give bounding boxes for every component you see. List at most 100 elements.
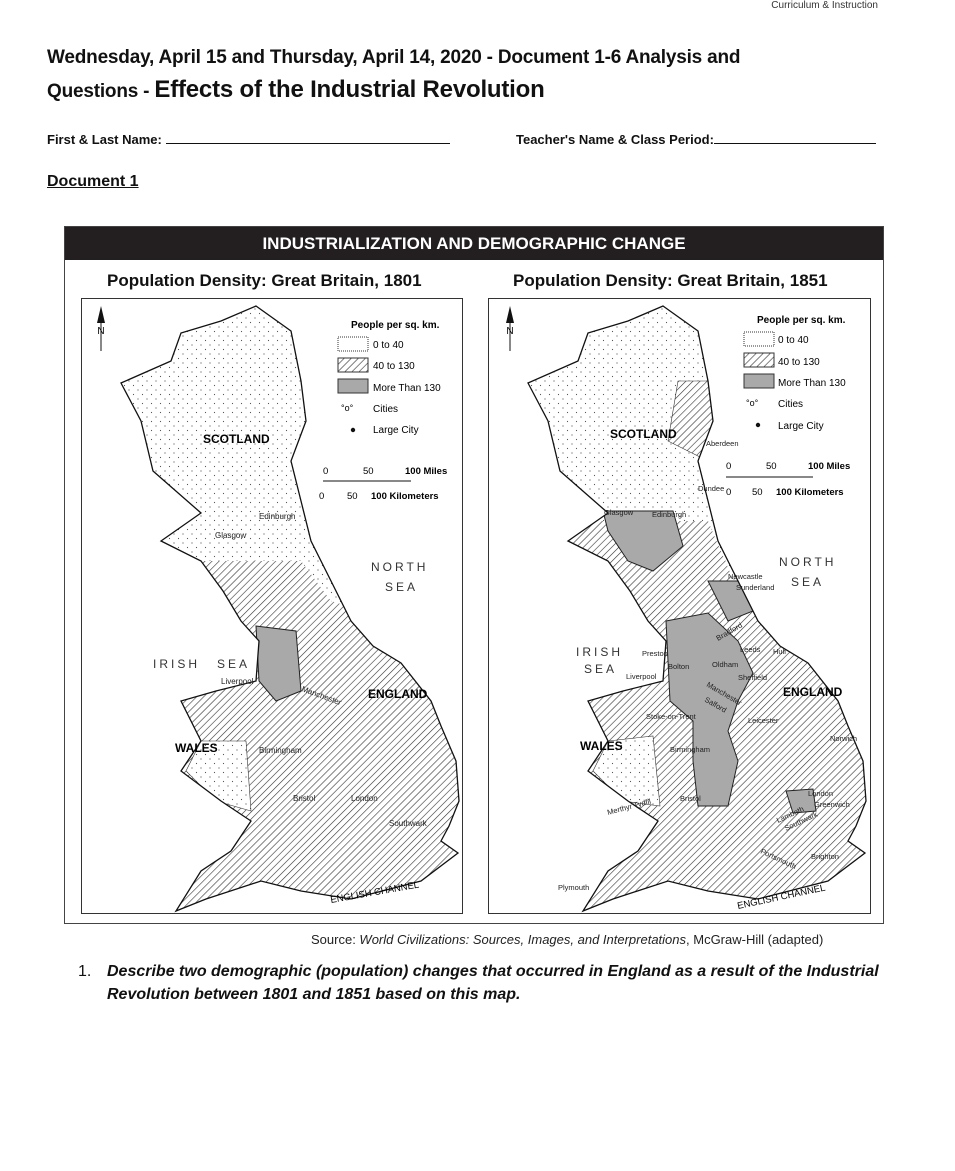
city-label: Glasgow (215, 531, 246, 540)
name-blank[interactable] (165, 131, 450, 144)
source-citation: Source: World Civilizations: Sources, Im… (311, 932, 824, 947)
label-scotland: SCOTLAND (610, 427, 677, 441)
city-label: Bristol (680, 794, 701, 803)
city-label: Leeds (740, 645, 761, 654)
label-north-sea: NORTH (779, 555, 836, 569)
svg-text:50: 50 (766, 461, 777, 472)
city-label: Stoke-on-Trent (646, 712, 697, 721)
label-irish-sea: IRISH (576, 645, 623, 659)
map-1851: N People per sq. km. 0 to 40 40 to 130 M… (488, 298, 871, 914)
svg-text:0 to 40: 0 to 40 (778, 335, 809, 346)
question-text: Describe two demographic (population) ch… (107, 963, 879, 1003)
label-scotland: SCOTLAND (203, 432, 270, 446)
city-label: Aberdeen (706, 439, 739, 448)
svg-text:100 Kilometers: 100 Kilometers (776, 487, 844, 498)
svg-text:0: 0 (323, 466, 328, 477)
city-label: Liverpool (626, 672, 657, 681)
page-title: Wednesday, April 15 and Thursday, April … (47, 42, 927, 108)
map-figure: INDUSTRIALIZATION AND DEMOGRAPHIC CHANGE… (64, 226, 884, 924)
legend-40-130: 40 to 130 (373, 361, 415, 372)
svg-text:40 to 130: 40 to 130 (778, 357, 820, 368)
city-label: Oldham (712, 660, 738, 669)
name-label: First & Last Name: (47, 132, 162, 147)
svg-text:50: 50 (752, 487, 763, 498)
city-label: Dundee (698, 484, 724, 493)
svg-text:50: 50 (363, 466, 374, 477)
city-label: Bristol (293, 794, 315, 803)
svg-text:SEA: SEA (791, 575, 824, 589)
city-label: Newcastle (728, 572, 763, 581)
cities-icon: °o° (341, 403, 354, 413)
label-england: ENGLAND (783, 685, 843, 699)
svg-text:N: N (506, 326, 513, 337)
svg-text:Large City: Large City (778, 421, 824, 432)
svg-text:0: 0 (726, 487, 731, 498)
city-label: Edinburgh (259, 512, 295, 521)
region-dense-glasgow (602, 510, 684, 572)
svg-text:100 Miles: 100 Miles (808, 461, 850, 472)
name-field[interactable]: First & Last Name: (47, 131, 450, 147)
legend-1851: People per sq. km. 0 to 40 40 to 130 Mor… (743, 315, 846, 432)
label-england: ENGLAND (368, 687, 428, 701)
city-label: Greenwich (814, 800, 850, 809)
city-label: Birmingham (259, 746, 302, 755)
svg-text:0: 0 (319, 491, 324, 502)
legend-large-city: Large City (373, 425, 419, 436)
city-label: Leicester (748, 716, 779, 725)
title-main: Effects of the Industrial Revolution (154, 76, 545, 103)
scale-bar-1801: 0 50 100 Miles 0 50 100 Kilometers (319, 466, 447, 502)
city-label: London (808, 789, 833, 798)
teacher-blank[interactable] (713, 131, 876, 144)
title-prefix: Questions - (47, 81, 155, 102)
city-label: Edinburgh (652, 510, 686, 519)
legend-cities: Cities (373, 404, 398, 415)
city-label: Preston (642, 649, 668, 658)
svg-text:More Than 130: More Than 130 (778, 378, 846, 389)
city-label: Norwich (830, 734, 857, 743)
svg-text:SEA: SEA (217, 657, 250, 671)
north-arrow: N (97, 306, 105, 351)
city-label: Glasgow (604, 508, 634, 517)
label-wales: WALES (580, 739, 623, 753)
city-label: Hull (773, 647, 786, 656)
svg-text:50: 50 (347, 491, 358, 502)
teacher-label: Teacher's Name & Class Period: (516, 132, 714, 147)
city-label: Bolton (668, 662, 689, 671)
region-dense-lancashire (255, 625, 302, 702)
legend-heading: People per sq. km. (351, 320, 440, 331)
north-arrow: N (506, 306, 514, 351)
city-label: Plymouth (558, 883, 589, 892)
city-label: Brighton (811, 852, 839, 861)
svg-text:Cities: Cities (778, 399, 803, 410)
region-dense-industrial (665, 612, 754, 807)
svg-text:100 Kilometers: 100 Kilometers (371, 491, 439, 502)
scale-bar-1851: 0 50 100 Miles 0 50 100 Kilometers (726, 461, 850, 498)
map-title-1851: Population Density: Great Britain, 1851 (513, 271, 828, 290)
svg-text:People per sq. km.: People per sq. km. (757, 315, 846, 326)
svg-text:100 Miles: 100 Miles (405, 466, 447, 477)
label-wales: WALES (175, 741, 218, 755)
svg-text:0: 0 (726, 461, 731, 472)
city-label: Birmingham (670, 745, 710, 754)
figure-title: INDUSTRIALIZATION AND DEMOGRAPHIC CHANGE (65, 227, 883, 260)
legend-dense: More Than 130 (373, 383, 441, 394)
city-label: Liverpool (221, 677, 254, 686)
question-number: 1. (78, 963, 92, 980)
map-1801: N People per sq. km. 0 to 40 40 to 130 M… (81, 298, 463, 914)
svg-text:SEA: SEA (385, 580, 418, 594)
city-label: Sheffield (738, 673, 767, 682)
header-note: Curriculum & Instruction (771, 0, 878, 11)
teacher-field[interactable]: Teacher's Name & Class Period: (516, 131, 876, 147)
title-line-1: Wednesday, April 15 and Thursday, April … (47, 47, 741, 68)
large-city-icon (350, 427, 356, 433)
city-label: Sunderland (736, 583, 774, 592)
region-dense-london (785, 788, 817, 814)
region-40-130 (151, 561, 459, 911)
svg-text:°o°: °o° (746, 398, 759, 408)
label-irish-sea: IRISH (153, 657, 200, 671)
legend-1801: People per sq. km. 0 to 40 40 to 130 Mor… (337, 320, 441, 436)
city-label: London (351, 794, 378, 803)
map-title-1801: Population Density: Great Britain, 1801 (107, 271, 422, 290)
svg-text:SEA: SEA (584, 662, 617, 676)
city-label: Southwark (389, 819, 428, 828)
